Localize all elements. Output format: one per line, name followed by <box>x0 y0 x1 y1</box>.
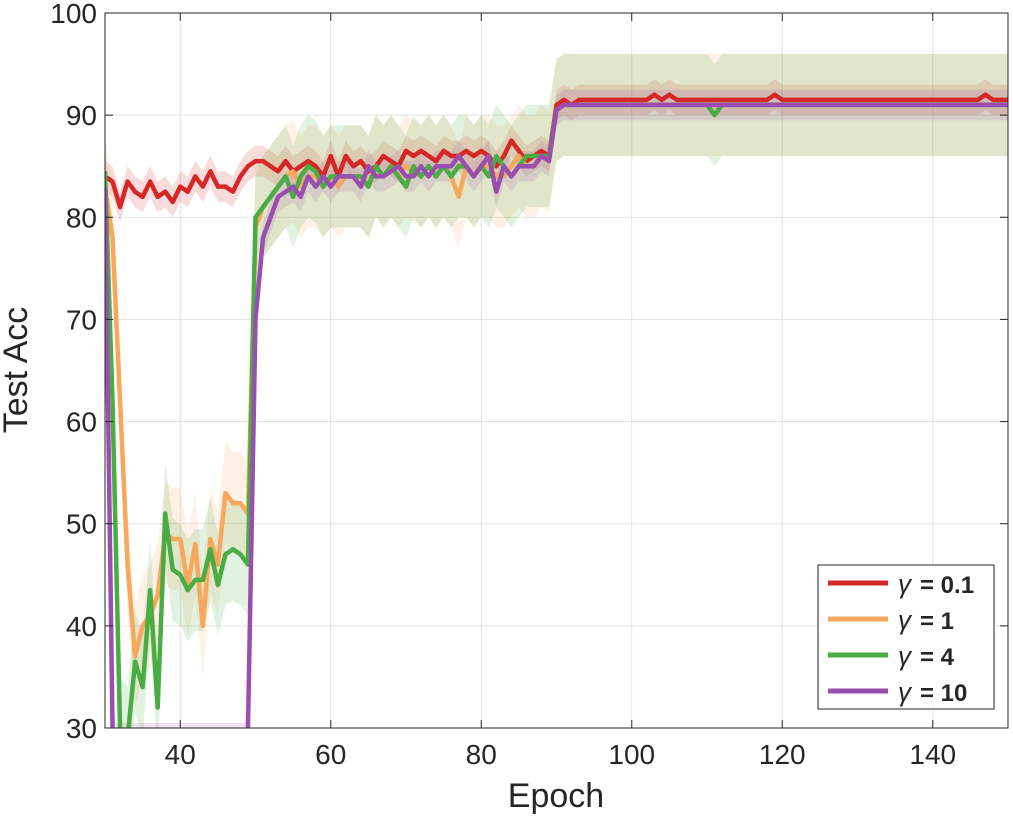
series-band <box>105 53 1008 728</box>
series-line <box>105 92 1008 210</box>
x-tick-label: 80 <box>466 739 497 770</box>
confidence-bands <box>105 53 1008 728</box>
y-tick-label: 70 <box>66 304 97 335</box>
y-tick-label: 80 <box>66 202 97 233</box>
series-band <box>105 53 1008 708</box>
series-band <box>105 79 1008 223</box>
legend: γ = 0.1 γ = 1 γ = 4 γ = 10 <box>817 564 995 710</box>
y-tick-label: 50 <box>66 509 97 540</box>
y-tick-label: 100 <box>50 0 97 29</box>
legend-value: = 4 <box>920 644 955 671</box>
axis-ticks: 40 60 80 100 120 140 30 40 50 60 70 80 90 100 <box>50 0 1008 770</box>
legend-symbol: γ <box>898 677 913 707</box>
legend-box <box>817 564 995 710</box>
legend-value: = 10 <box>920 680 967 707</box>
x-tick-label: 140 <box>909 739 956 770</box>
plot-frame <box>104 12 1009 729</box>
legend-value: = 1 <box>920 608 954 635</box>
x-tick-label: 100 <box>608 739 655 770</box>
x-tick-label: 40 <box>165 739 196 770</box>
y-tick-label: 60 <box>66 407 97 438</box>
y-axis-label: Test Acc <box>0 307 35 434</box>
y-tick-label: 90 <box>66 100 97 131</box>
legend-symbol: γ <box>898 605 913 635</box>
y-tick-label: 30 <box>66 713 97 744</box>
x-tick-label: 60 <box>315 739 346 770</box>
legend-symbol: γ <box>898 641 913 671</box>
x-tick-label: 120 <box>759 739 806 770</box>
series-line <box>105 102 1008 728</box>
series-lines <box>105 92 1008 728</box>
legend-value: = 0.1 <box>920 572 974 599</box>
legend-symbol: γ <box>898 569 913 599</box>
x-axis-label: Epoch <box>508 777 604 815</box>
y-tick-label: 40 <box>66 611 97 642</box>
